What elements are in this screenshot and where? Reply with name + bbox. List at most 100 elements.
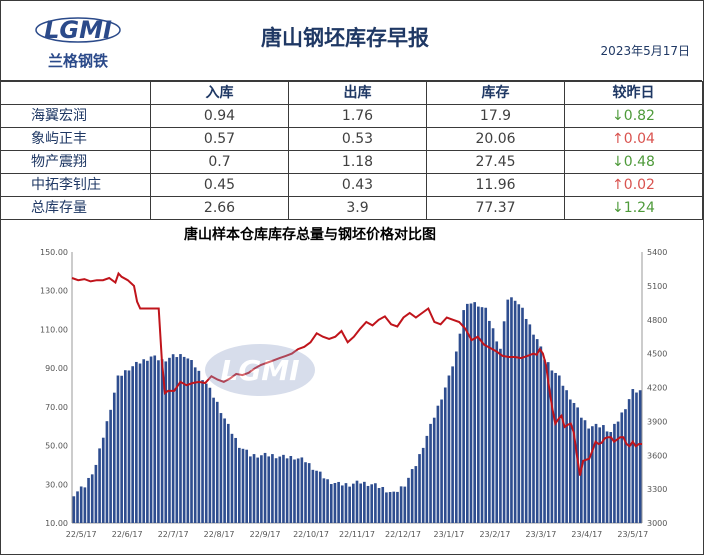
inventory-bar: [447, 375, 451, 523]
inventory-bar: [94, 464, 98, 523]
inventory-bar: [620, 412, 624, 523]
inventory-bar: [572, 402, 576, 523]
inventory-bar: [168, 357, 171, 523]
inventory-bar: [351, 483, 355, 523]
inventory-bar: [204, 383, 208, 523]
inventory-bar: [285, 458, 289, 523]
inventory-bar: [234, 437, 237, 523]
table-row: 象屿正丰 0.57 0.53 20.06 ↑0.04: [0, 127, 703, 151]
out-value: 1.18: [288, 150, 427, 174]
inventory-bar: [374, 483, 377, 523]
inventory-bar: [598, 427, 602, 523]
change-value: 0.48: [623, 153, 655, 170]
in-value: 2.66: [150, 196, 289, 220]
inventory-bar: [98, 448, 101, 523]
inventory-bar: [539, 346, 543, 523]
inventory-bar: [322, 478, 326, 523]
inventory-bar: [583, 420, 587, 523]
stock-value: 17.9: [426, 104, 565, 128]
x-tick-label: 23/1/17: [434, 530, 465, 539]
inventory-bar: [120, 375, 123, 523]
inventory-bar: [635, 392, 638, 523]
inventory-bar: [249, 456, 252, 523]
inventory-bar: [491, 328, 495, 523]
change-value: 0.82: [623, 107, 655, 124]
inventory-bar: [245, 449, 249, 523]
column-header: [0, 81, 151, 105]
inventory-bar: [381, 486, 385, 523]
x-tick-label: 22/8/17: [204, 530, 235, 539]
inventory-bar: [101, 437, 105, 523]
change-value: 0.02: [623, 176, 655, 193]
change-value: 1.24: [623, 199, 655, 216]
y-left-tick-label: 10.00: [45, 519, 68, 528]
inventory-bar: [201, 380, 204, 523]
change-value: 0.04: [623, 130, 655, 147]
inventory-bar: [241, 448, 245, 523]
inventory-bar: [326, 479, 329, 523]
inventory-bar: [179, 354, 182, 523]
inventory-bar: [271, 454, 274, 523]
y-right-tick-label: 3300: [647, 485, 667, 494]
inventory-bar: [237, 447, 241, 523]
inventory-bar: [528, 324, 532, 523]
in-value: 0.45: [150, 173, 289, 197]
inventory-bar: [123, 370, 127, 523]
inventory-bar: [454, 351, 458, 523]
inventory-bar: [109, 409, 112, 523]
inventory-bar: [142, 359, 146, 523]
inventory-bar: [260, 455, 263, 523]
inventory-bar: [609, 432, 613, 523]
inventory-bar: [513, 300, 517, 523]
y-right-tick-label: 4800: [647, 316, 667, 325]
inventory-bar: [524, 318, 528, 523]
inventory-bar: [488, 320, 491, 523]
inventory-bar: [116, 375, 120, 523]
price-line: [71, 271, 642, 476]
inventory-bar: [543, 359, 546, 523]
table-header-row: 入库 出库 库存 较昨日: [0, 81, 703, 105]
inventory-bar: [146, 360, 149, 523]
logo-caption: 兰格钢铁: [48, 52, 108, 70]
y-right-tick-label: 5100: [647, 282, 667, 291]
change-cell: ↑0.02: [564, 173, 703, 197]
inventory-bar: [300, 457, 304, 523]
inventory-bar: [307, 463, 311, 523]
inventory-bar: [219, 413, 223, 523]
inventory-bar: [591, 426, 594, 523]
inventory-bar: [171, 354, 175, 523]
x-tick-label: 23/4/17: [571, 530, 602, 539]
y-right-tick-label: 3600: [647, 451, 667, 460]
inventory-bar: [385, 492, 388, 523]
table-row: 物产震翔 0.7 1.18 27.45 ↓0.48: [0, 150, 703, 174]
inventory-bar: [105, 421, 109, 523]
inventory-bar: [521, 307, 524, 523]
stock-value: 11.96: [426, 173, 565, 197]
change-cell: ↑0.04: [564, 127, 703, 151]
inventory-bar: [157, 360, 160, 523]
out-value: 3.9: [288, 196, 427, 220]
chart-title: 唐山样本仓库库存总量与钢坯价格对比图: [184, 227, 436, 243]
table-row: 中拓李钊庄 0.45 0.43 11.96 ↑0.02: [0, 173, 703, 197]
inventory-bar: [315, 470, 318, 523]
arrow-down-icon: ↓: [612, 107, 624, 124]
inventory-bar: [359, 483, 363, 523]
x-tick-label: 22/7/17: [158, 530, 189, 539]
inventory-bar: [473, 302, 477, 523]
inventory-bar: [429, 423, 432, 523]
inventory-bar: [190, 360, 193, 523]
inventory-table: 入库 出库 库存 较昨日 海翼宏润 0.94 1.76 17.9 ↓0.82 象…: [0, 81, 703, 220]
inventory-bar: [212, 397, 215, 523]
inventory-bar: [410, 469, 414, 523]
inventory-bar: [568, 399, 572, 523]
inventory-bar: [407, 477, 410, 523]
inventory-bar: [256, 457, 260, 523]
y-right-tick-label: 3900: [647, 417, 667, 426]
inventory-bar: [557, 375, 561, 523]
inventory-bar: [87, 477, 90, 523]
inventory-bar: [366, 485, 370, 523]
x-tick-label: 22/10/17: [293, 530, 329, 539]
inventory-bar: [72, 496, 76, 523]
y-right-tick-label: 3000: [647, 519, 667, 528]
inventory-bar: [175, 357, 179, 523]
